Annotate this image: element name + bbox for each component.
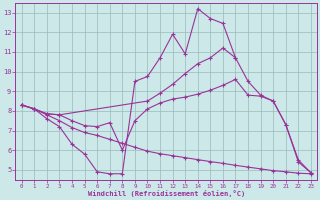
X-axis label: Windchill (Refroidissement éolien,°C): Windchill (Refroidissement éolien,°C) [88, 190, 245, 197]
